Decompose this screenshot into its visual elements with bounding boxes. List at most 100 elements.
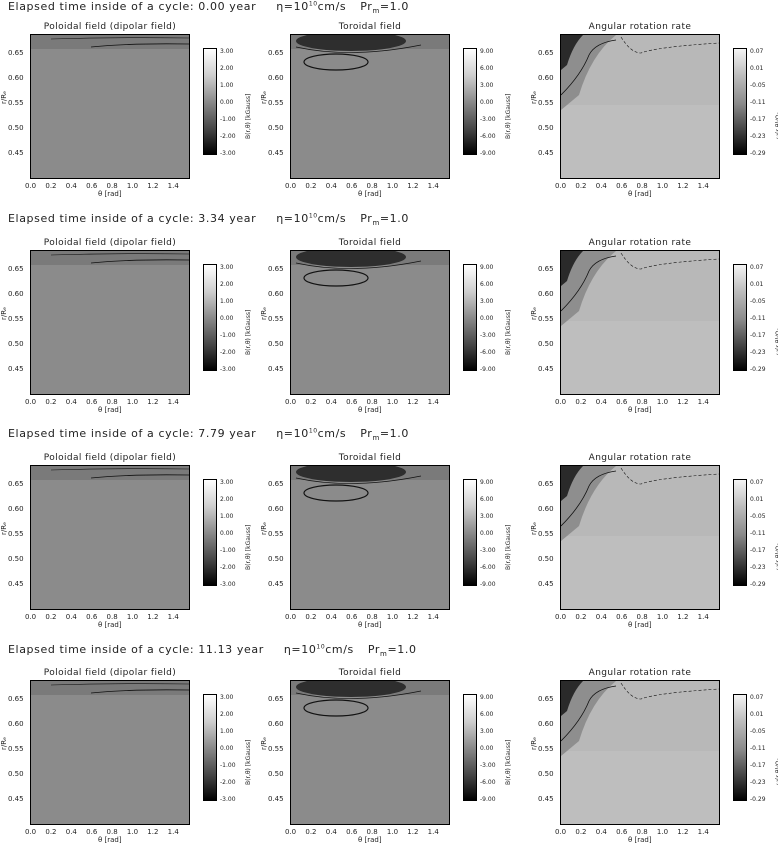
- x-tick-label: 1.2: [677, 613, 689, 621]
- colorbar-tick: 2.00: [220, 496, 234, 503]
- colorbar-tick: -3.00: [480, 116, 496, 123]
- x-axis-label: θ [rad]: [98, 406, 122, 414]
- colorbar: [203, 694, 217, 801]
- colorbar: [463, 694, 477, 801]
- x-tick-label: 1.2: [147, 828, 159, 836]
- colorbar-tick: -6.00: [480, 564, 496, 571]
- eta-base: η=10: [283, 643, 317, 656]
- y-axis-label: r/Rₑ: [0, 306, 8, 320]
- contour-line: [561, 470, 617, 527]
- x-tick-label: 1.4: [167, 182, 179, 190]
- heatmap-plot: [560, 34, 720, 179]
- x-tick-label: 0.8: [636, 613, 648, 621]
- y-tick-label: 0.45: [268, 795, 284, 803]
- x-tick-label: 0.4: [65, 828, 77, 836]
- colorbar-tick: -3.00: [220, 366, 236, 373]
- colorbar-tick: -0.05: [750, 513, 766, 520]
- y-tick-label: 0.55: [538, 530, 554, 538]
- x-tick-label: 0.2: [45, 613, 57, 621]
- colorbar-tick: -2.00: [220, 779, 236, 786]
- x-tick-label: 0.2: [45, 828, 57, 836]
- darkest-region: [561, 681, 583, 716]
- y-tick-label: 0.60: [538, 74, 554, 82]
- contour-line: [561, 39, 617, 96]
- x-axis-label: θ [rad]: [98, 190, 122, 198]
- prandtl-parameter: Prm=1.0: [360, 427, 409, 443]
- panel-title: Angular rotation rate: [588, 22, 692, 32]
- x-tick-label: 0.4: [595, 613, 607, 621]
- heatmap-plot: [30, 250, 190, 395]
- colorbar-label: B(r,θ) [kGauss]: [505, 309, 512, 355]
- y-axis-label: r/Rₑ: [260, 90, 268, 104]
- x-tick-label: 0.6: [346, 182, 358, 190]
- colorbar-tick: 2.00: [220, 711, 234, 718]
- colorbar-tick: -0.11: [750, 745, 766, 752]
- elapsed-time-label: Elapsed time inside of a cycle: 3.34 yea…: [8, 212, 257, 225]
- contour-line: [90, 259, 189, 264]
- x-tick-label: 0.6: [616, 398, 628, 406]
- colorbar-tick: -0.05: [750, 298, 766, 305]
- y-tick-label: 0.60: [538, 720, 554, 728]
- y-tick-label: 0.50: [538, 124, 554, 132]
- colorbar-tick: 0.01: [750, 711, 764, 718]
- pr-sub: m: [372, 7, 380, 16]
- panel-title: Poloidal field (dipolar field): [43, 22, 177, 32]
- x-tick-label: 0.4: [65, 613, 77, 621]
- x-tick-label: 1.4: [427, 613, 439, 621]
- row-title: Elapsed time inside of a cycle: 11.13 ye…: [8, 643, 417, 658]
- x-tick-label: 1.4: [697, 613, 709, 621]
- y-axis-label: r/Rₑ: [530, 521, 538, 535]
- heatmap-svg: [291, 35, 449, 178]
- colorbar: [463, 479, 477, 586]
- background-fill: [31, 681, 189, 824]
- heatmap-svg: [561, 681, 719, 824]
- x-tick-label: 1.0: [126, 182, 139, 190]
- x-tick-label: 1.0: [126, 828, 139, 836]
- heatmap-plot: [30, 34, 190, 179]
- elapsed-time-label: Elapsed time inside of a cycle: 0.00 yea…: [8, 0, 257, 13]
- x-tick-label: 1.2: [677, 398, 689, 406]
- y-tick-label: 0.55: [268, 315, 284, 323]
- dark-region: [561, 35, 616, 110]
- contour-line: [50, 37, 189, 40]
- colorbar-tick: 3.00: [480, 513, 494, 520]
- y-tick-label: 0.45: [268, 365, 284, 373]
- x-tick-label: 0.8: [366, 613, 378, 621]
- y-tick-label: 0.50: [268, 770, 284, 778]
- colorbar-tick: -0.05: [750, 728, 766, 735]
- y-tick-label: 0.65: [268, 49, 284, 57]
- x-axis-label: θ [rad]: [628, 836, 652, 844]
- colorbar-label: B(r,θ) [kGauss]: [245, 524, 252, 570]
- y-tick-label: 0.65: [538, 265, 554, 273]
- colorbar-tick: 0.00: [480, 745, 494, 752]
- x-tick-label: 0.4: [325, 182, 337, 190]
- x-tick-label: 0.0: [25, 182, 37, 190]
- colorbar-tick: 2.00: [220, 281, 234, 288]
- x-tick-label: 0.8: [366, 828, 378, 836]
- background-fill: [291, 466, 449, 609]
- y-tick-label: 0.60: [268, 290, 284, 298]
- y-tick-label: 0.60: [538, 290, 554, 298]
- x-tick-label: 0.8: [106, 613, 118, 621]
- colorbar-tick: -0.17: [750, 547, 766, 554]
- colorbar: [203, 48, 217, 155]
- x-tick-label: 1.0: [656, 828, 669, 836]
- panel-title: Angular rotation rate: [588, 453, 692, 463]
- y-tick-label: 0.55: [268, 99, 284, 107]
- colorbar-tick: -6.00: [480, 349, 496, 356]
- y-tick-label: 0.65: [8, 265, 24, 273]
- pr-base: Pr: [360, 0, 373, 13]
- pr-sub: m: [372, 434, 380, 443]
- x-tick-label: 0.8: [106, 182, 118, 190]
- pr-base: Pr: [367, 643, 381, 656]
- x-axis-label: θ [rad]: [358, 406, 382, 414]
- heatmap-plot: [560, 465, 720, 610]
- x-tick-label: 0.8: [636, 182, 648, 190]
- dark-core: [296, 251, 406, 267]
- y-tick-label: 0.65: [538, 695, 554, 703]
- panel-title: Poloidal field (dipolar field): [43, 238, 177, 248]
- pr-value: =1.0: [379, 0, 409, 13]
- colorbar-tick: -0.23: [750, 779, 766, 786]
- contour-line-dashed: [620, 36, 719, 54]
- eta-unit: cm/s: [317, 0, 347, 13]
